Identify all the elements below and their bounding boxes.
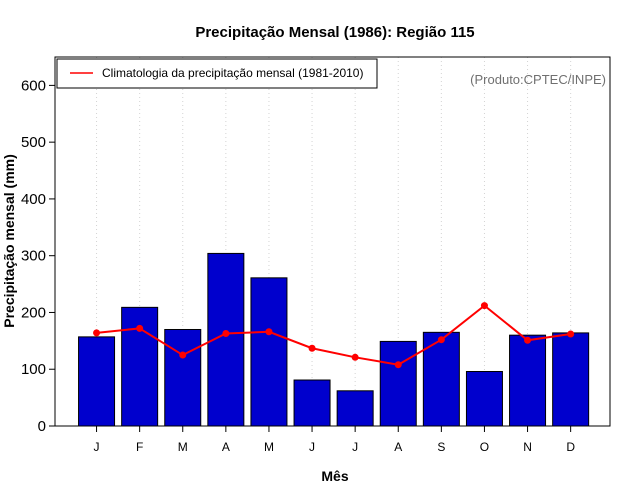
climatology-point — [265, 328, 273, 336]
x-tick-label: J — [94, 440, 100, 454]
x-tick-label: J — [309, 440, 315, 454]
bar — [465, 371, 503, 427]
climatology-point — [524, 336, 532, 344]
climatology-point — [567, 330, 575, 338]
climatology-line-series — [93, 302, 575, 369]
bar — [509, 334, 547, 427]
climatology-point — [93, 329, 101, 337]
climatology-point — [222, 329, 230, 337]
x-tick-label: A — [394, 440, 402, 454]
x-tick-label: D — [566, 440, 575, 454]
bar — [379, 340, 417, 427]
chart-title: Precipitação Mensal (1986): Região 115 — [195, 24, 474, 41]
climatology-point — [351, 353, 359, 361]
climatology-point — [437, 336, 445, 344]
y-tick-label: 0 — [38, 418, 46, 435]
legend-box — [56, 58, 378, 89]
bar — [250, 277, 288, 427]
bar — [552, 332, 590, 427]
y-axis: 0 100 200 300 400 500 600 — [21, 77, 55, 435]
y-tick-label: 300 — [21, 248, 46, 265]
x-tick-label: M — [264, 440, 274, 454]
y-tick-label: 100 — [21, 361, 46, 378]
climatology-point — [136, 324, 144, 332]
bar — [78, 336, 116, 427]
x-tick-label: J — [352, 440, 358, 454]
climatology-point — [394, 361, 402, 369]
x-tick-label: M — [178, 440, 188, 454]
bar — [293, 379, 331, 427]
bar-series — [78, 252, 590, 427]
x-tick-label: N — [523, 440, 532, 454]
climatology-point — [480, 302, 488, 310]
bar — [336, 390, 374, 427]
climatology-point — [179, 351, 187, 359]
y-axis-title: Precipitação mensal (mm) — [1, 154, 17, 328]
plot-frame — [54, 56, 611, 427]
x-tick-label: O — [480, 440, 489, 454]
x-tick-label: F — [136, 440, 143, 454]
bar — [422, 331, 460, 427]
x-tick-label: A — [222, 440, 230, 454]
y-tick-label: 500 — [21, 134, 46, 151]
bar — [164, 328, 202, 427]
legend: Climatologia da precipitação mensal (198… — [56, 58, 378, 89]
y-tick-label: 200 — [21, 304, 46, 321]
climatology-point — [308, 344, 316, 352]
grid-lines — [96, 57, 572, 426]
climatology-line — [96, 304, 571, 366]
legend-label: Climatologia da precipitação mensal (198… — [102, 66, 363, 80]
x-axis-title: Mês — [321, 468, 348, 484]
x-tick-label: S — [437, 440, 445, 454]
y-tick-label: 600 — [21, 77, 46, 94]
credit-annotation: (Produto:CPTEC/INPE) — [470, 72, 606, 87]
y-tick-label: 400 — [21, 191, 46, 208]
